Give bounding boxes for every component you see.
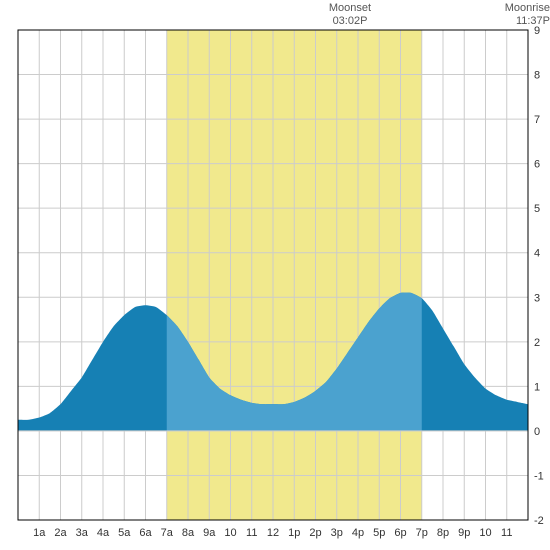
x-tick-label: 10: [479, 527, 491, 539]
moonset-time: 03:02P: [333, 15, 368, 27]
moonrise-annotation: Moonrise 11:37P: [496, 2, 550, 28]
y-tick-label: -2: [534, 515, 544, 527]
x-tick-label: 3a: [76, 527, 89, 539]
y-tick-label: 2: [534, 337, 540, 349]
moonset-label: Moonset: [329, 2, 371, 14]
tide-chart-container: Moonset 03:02P Moonrise 11:37P -2-101234…: [0, 0, 550, 550]
x-tick-label: 8p: [437, 527, 449, 539]
x-tick-label: 9a: [203, 527, 216, 539]
y-tick-label: 7: [534, 114, 540, 126]
x-tick-label: 1p: [288, 527, 300, 539]
tide-chart-svg: -2-101234567891a2a3a4a5a6a7a8a9a1011121p…: [0, 0, 550, 550]
y-tick-label: -1: [534, 470, 544, 482]
x-tick-label: 1a: [33, 527, 46, 539]
y-tick-label: 4: [534, 248, 540, 260]
x-tick-label: 9p: [458, 527, 470, 539]
y-tick-label: 5: [534, 203, 540, 215]
y-tick-label: 6: [534, 159, 540, 171]
x-tick-label: 8a: [182, 527, 195, 539]
x-tick-label: 11: [246, 527, 257, 539]
x-tick-label: 6a: [139, 527, 152, 539]
moonrise-label: Moonrise: [505, 2, 550, 14]
x-tick-label: 10: [224, 527, 236, 539]
x-tick-label: 4p: [352, 527, 364, 539]
x-tick-label: 12: [267, 527, 279, 539]
x-tick-label: 2p: [309, 527, 321, 539]
moonrise-time: 11:37P: [516, 15, 550, 27]
y-tick-label: 8: [534, 70, 540, 82]
x-tick-label: 7p: [416, 527, 428, 539]
y-tick-label: 3: [534, 292, 540, 304]
x-tick-label: 5p: [373, 527, 385, 539]
x-tick-label: 5a: [118, 527, 131, 539]
y-tick-label: 1: [534, 381, 540, 393]
x-tick-label: 2a: [54, 527, 67, 539]
x-tick-label: 11: [501, 527, 512, 539]
y-tick-label: 0: [534, 426, 540, 438]
x-tick-label: 7a: [161, 527, 174, 539]
x-tick-label: 4a: [97, 527, 110, 539]
x-tick-label: 6p: [394, 527, 406, 539]
x-tick-label: 3p: [331, 527, 343, 539]
moonset-annotation: Moonset 03:02P: [320, 2, 380, 28]
